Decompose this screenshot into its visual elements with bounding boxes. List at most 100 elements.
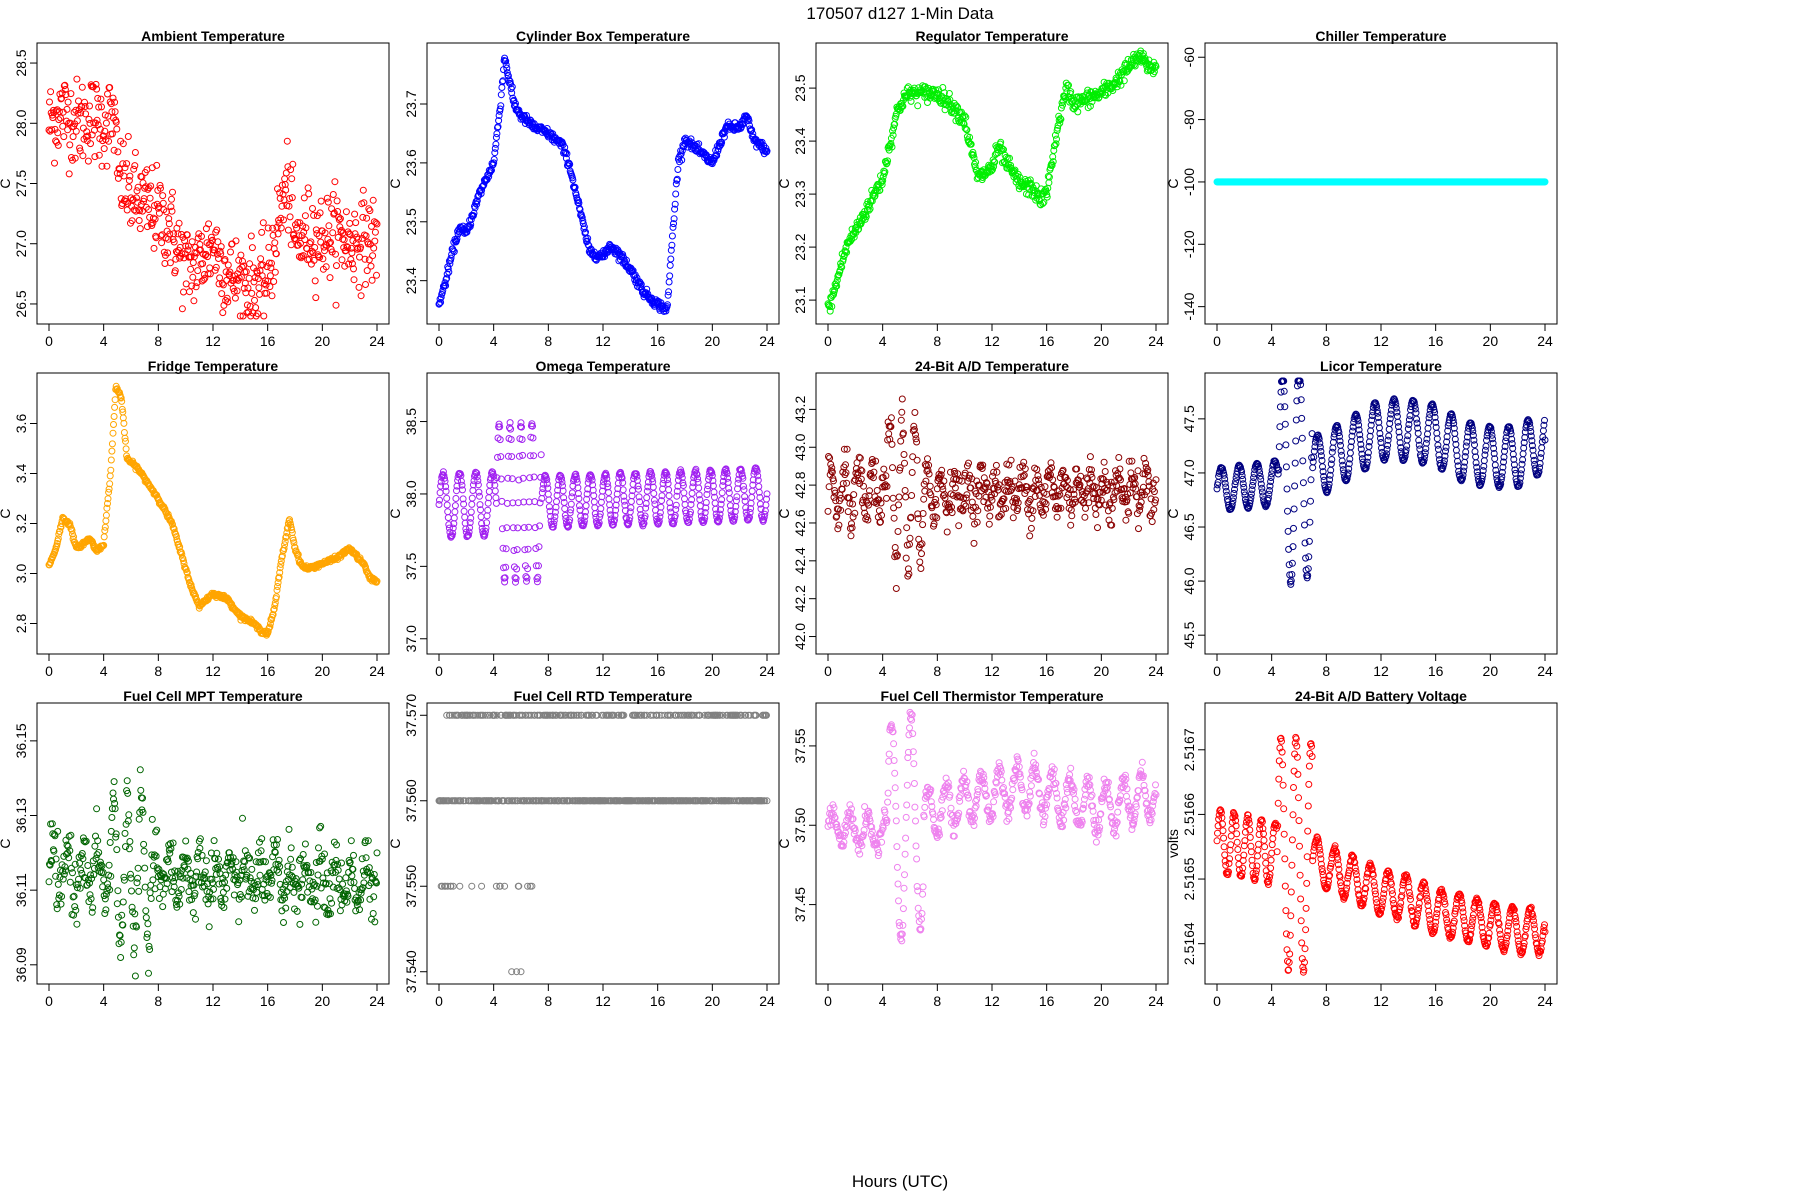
data-point [866, 205, 874, 213]
data-point [890, 124, 898, 132]
data-point [96, 125, 104, 133]
data-point [258, 272, 266, 280]
data-point [78, 83, 86, 91]
data-point [72, 127, 80, 135]
data-point [219, 281, 227, 289]
data-point [171, 267, 179, 275]
data-point [674, 166, 682, 173]
data-point [505, 76, 513, 84]
data-point [264, 224, 272, 232]
data-point [266, 272, 274, 280]
data-point [1045, 173, 1053, 181]
data-point [190, 297, 198, 305]
x-tick-label: 4 [1268, 663, 1276, 679]
data-point [266, 283, 274, 291]
data-point [282, 169, 290, 177]
data-point [762, 501, 770, 509]
data-point [1122, 516, 1130, 524]
data-point [940, 89, 948, 97]
data-point [184, 246, 192, 254]
data-point [990, 163, 998, 171]
data-point [1406, 412, 1414, 420]
data-point [333, 262, 340, 270]
data-point [1084, 86, 1092, 94]
data-point [102, 517, 110, 525]
panel-title: Chiller Temperature [1315, 28, 1446, 44]
data-point [348, 260, 356, 268]
data-point [828, 303, 836, 310]
data-point [157, 184, 164, 192]
data-point [351, 210, 359, 218]
data-point [54, 129, 62, 137]
data-point [998, 144, 1006, 152]
x-tick-label: 24 [369, 663, 385, 679]
data-point [743, 113, 751, 121]
data-point [369, 196, 377, 204]
data-point [1424, 424, 1432, 432]
data-point [101, 127, 109, 135]
x-tick-label: 16 [650, 663, 666, 679]
data-point [79, 152, 87, 160]
data-point [310, 256, 318, 264]
data-point [484, 506, 492, 514]
data-point [269, 231, 277, 239]
x-tick-label: 20 [705, 663, 721, 679]
data-point [307, 238, 315, 246]
data-point [95, 151, 103, 159]
data-point [61, 81, 69, 89]
data-points [1213, 178, 1549, 186]
data-point [292, 221, 299, 229]
data-point [664, 291, 672, 299]
data-point [843, 248, 851, 256]
data-point [329, 229, 337, 237]
data-point [280, 216, 287, 224]
data-point [133, 194, 140, 202]
data-point [1284, 507, 1291, 515]
y-tick-label: 23.5 [792, 74, 808, 101]
y-tick-label: 27.5 [13, 170, 29, 197]
data-point [966, 133, 974, 141]
data-point [273, 223, 281, 231]
data-point [920, 495, 928, 503]
data-point [216, 274, 224, 282]
data-point [218, 290, 226, 298]
data-point [367, 262, 375, 270]
data-point [1051, 141, 1059, 149]
data-point [1027, 524, 1035, 532]
data-point [122, 445, 130, 453]
x-tick-label: 12 [1373, 333, 1389, 349]
data-point [971, 163, 979, 171]
data-point [441, 279, 449, 287]
data-point [444, 508, 452, 516]
data-point [102, 511, 110, 519]
data-point [223, 294, 231, 302]
data-point [221, 256, 229, 263]
x-tick-label: 12 [595, 663, 611, 679]
data-point [56, 527, 64, 535]
data-point [360, 199, 368, 207]
data-point [259, 261, 267, 269]
data-point [316, 209, 324, 217]
data-point [135, 217, 143, 224]
data-point [136, 225, 144, 233]
data-point [51, 159, 58, 167]
data-point [1065, 81, 1072, 89]
data-point [825, 483, 833, 491]
data-point [71, 154, 79, 162]
data-point [755, 483, 763, 490]
x-tick-label: 16 [1428, 333, 1444, 349]
data-point [955, 522, 963, 530]
y-tick-label: 42.4 [792, 547, 808, 574]
data-point [898, 395, 906, 403]
data-point [120, 429, 128, 436]
data-point [436, 496, 443, 504]
data-point [186, 288, 193, 296]
data-point [1306, 518, 1314, 526]
data-point [890, 514, 898, 522]
data-point [226, 268, 234, 276]
data-point [1006, 154, 1013, 162]
data-point [1290, 505, 1298, 513]
data-point [873, 487, 881, 494]
data-point [1337, 441, 1344, 449]
data-points [1213, 377, 1549, 588]
